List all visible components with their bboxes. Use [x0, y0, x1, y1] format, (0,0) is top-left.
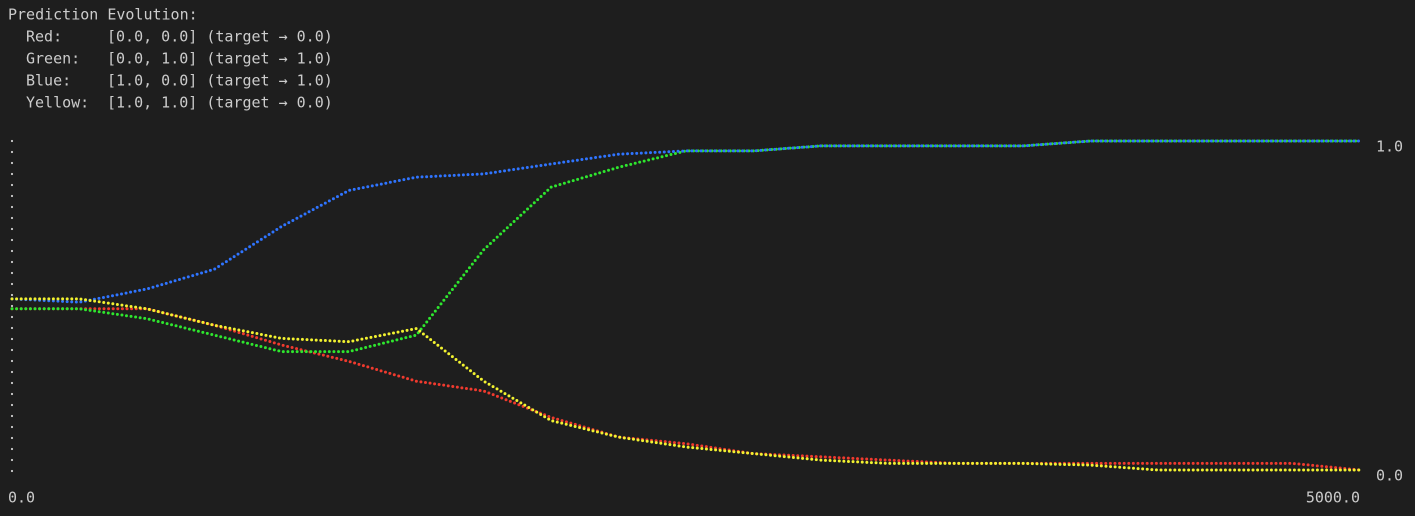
x-tick-label: 0.0 [8, 489, 35, 507]
legend-name: Green: [26, 50, 80, 68]
y-tick-label: 1.0 [1376, 138, 1403, 156]
series-line [10, 139, 1362, 354]
legend-name: Red: [26, 28, 62, 46]
series-line [10, 139, 1362, 304]
legend-label: [0.0, 0.0] (target → 0.0) [107, 28, 333, 46]
legend-label: [1.0, 0.0] (target → 1.0) [107, 72, 333, 90]
legend-label: [1.0, 1.0] (target → 0.0) [107, 94, 333, 112]
legend-label: [0.0, 1.0] (target → 1.0) [107, 50, 333, 68]
x-tick-label: 5000.0 [1306, 489, 1360, 507]
legend-name: Yellow: [26, 94, 89, 112]
title: Prediction Evolution: [8, 6, 198, 24]
legend-name: Blue: [26, 72, 71, 90]
y-tick-label: 0.0 [1376, 467, 1403, 485]
